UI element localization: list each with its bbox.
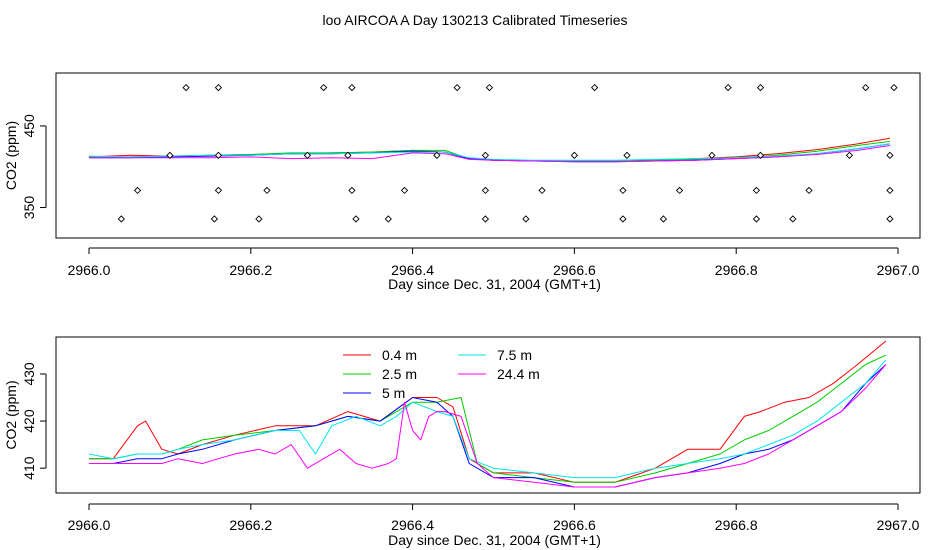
reference-point-marker — [349, 85, 355, 91]
x-axis-label: Day since Dec. 31, 2004 (GMT+1) — [388, 276, 601, 292]
reference-point-marker — [660, 216, 666, 222]
reference-point-marker — [620, 216, 626, 222]
reference-point-marker — [846, 152, 852, 158]
reference-point-marker — [571, 152, 577, 158]
reference-point-marker — [753, 216, 759, 222]
top-panel-chart: 2966.0 2966.2 2966.4 2966.6 2966.8 2967.0Day … — [3, 73, 920, 292]
reference-point-marker — [321, 85, 327, 91]
reference-point-marker — [806, 187, 812, 193]
y-tick-label: 450 — [21, 114, 37, 138]
legend-label-2-5-m: 2.5 m — [382, 366, 417, 382]
reference-point-marker — [620, 187, 626, 193]
reference-point-marker — [211, 216, 217, 222]
reference-point-marker — [757, 85, 763, 91]
series-line-2-5-m — [89, 355, 886, 482]
series-line-5-m — [89, 365, 886, 488]
reference-point-marker — [624, 152, 630, 158]
reference-point-marker — [256, 216, 262, 222]
x-tick-label: 2966.8 — [715, 517, 758, 533]
reference-point-marker — [482, 216, 488, 222]
legend-label-0-4-m: 0.4 m — [382, 347, 417, 363]
x-tick-label: 2966.0 — [68, 262, 111, 278]
reference-point-marker — [482, 187, 488, 193]
figure-title: loo AIRCOA A Day 130213 Calibrated Times… — [322, 12, 627, 28]
legend-label-5-m: 5 m — [382, 385, 405, 401]
reference-point-marker — [215, 85, 221, 91]
x-tick-label: 2966.6 — [553, 517, 596, 533]
reference-point-marker — [725, 85, 731, 91]
x-tick-label: 2966.2 — [229, 262, 272, 278]
reference-point-marker — [539, 187, 545, 193]
calibrated-timeseries-figure: loo AIRCOA A Day 130213 Calibrated Times… — [0, 0, 950, 550]
reference-point-marker — [385, 216, 391, 222]
bottom-panel-chart: 2966.0 2966.2 2966.4 2966.6 2966.8 2967.0 Day … — [3, 337, 920, 548]
reference-point-marker — [753, 187, 759, 193]
reference-point-marker — [402, 187, 408, 193]
x-tick-label: 2966.8 — [715, 262, 758, 278]
reference-point-marker — [135, 187, 141, 193]
x-tick-label: 2967.0 — [877, 517, 920, 533]
y-axis-label: CO2 (ppm) — [3, 380, 19, 449]
legend-label-24-4-m: 24.4 m — [497, 366, 540, 382]
x-tick-label: 2967.0 — [877, 262, 920, 278]
reference-point-marker — [677, 187, 683, 193]
x-tick-label: 2966.0 — [68, 517, 111, 533]
reference-point-marker — [887, 216, 893, 222]
x-tick-label: 2966.4 — [391, 517, 434, 533]
reference-point-marker — [863, 85, 869, 91]
y-tick-label: 430 — [21, 362, 37, 386]
reference-point-marker — [454, 85, 460, 91]
reference-point-marker — [592, 85, 598, 91]
reference-point-marker — [118, 216, 124, 222]
x-tick-label: 2966.2 — [229, 517, 272, 533]
reference-point-marker — [264, 187, 270, 193]
reference-point-marker — [887, 187, 893, 193]
reference-point-marker — [349, 187, 355, 193]
reference-point-marker — [887, 152, 893, 158]
reference-point-marker — [353, 216, 359, 222]
y-axis-label: CO2 (ppm) — [3, 121, 19, 190]
series-line-24-4-m — [89, 365, 886, 488]
series-line-0-4-m — [89, 341, 886, 482]
y-tick-label: 410 — [21, 456, 37, 480]
series-line-7-5-m — [89, 360, 886, 478]
reference-point-marker — [486, 85, 492, 91]
reference-point-marker — [482, 152, 488, 158]
y-tick-label: 350 — [21, 196, 37, 220]
y-tick-label: 420 — [21, 409, 37, 433]
reference-point-marker — [790, 216, 796, 222]
reference-point-marker — [183, 85, 189, 91]
reference-point-marker — [891, 85, 897, 91]
reference-point-marker — [215, 187, 221, 193]
x-axis-label: Day since Dec. 31, 2004 (GMT+1) — [388, 532, 601, 548]
reference-point-marker — [523, 216, 529, 222]
legend-label-7-5-m: 7.5 m — [497, 347, 532, 363]
